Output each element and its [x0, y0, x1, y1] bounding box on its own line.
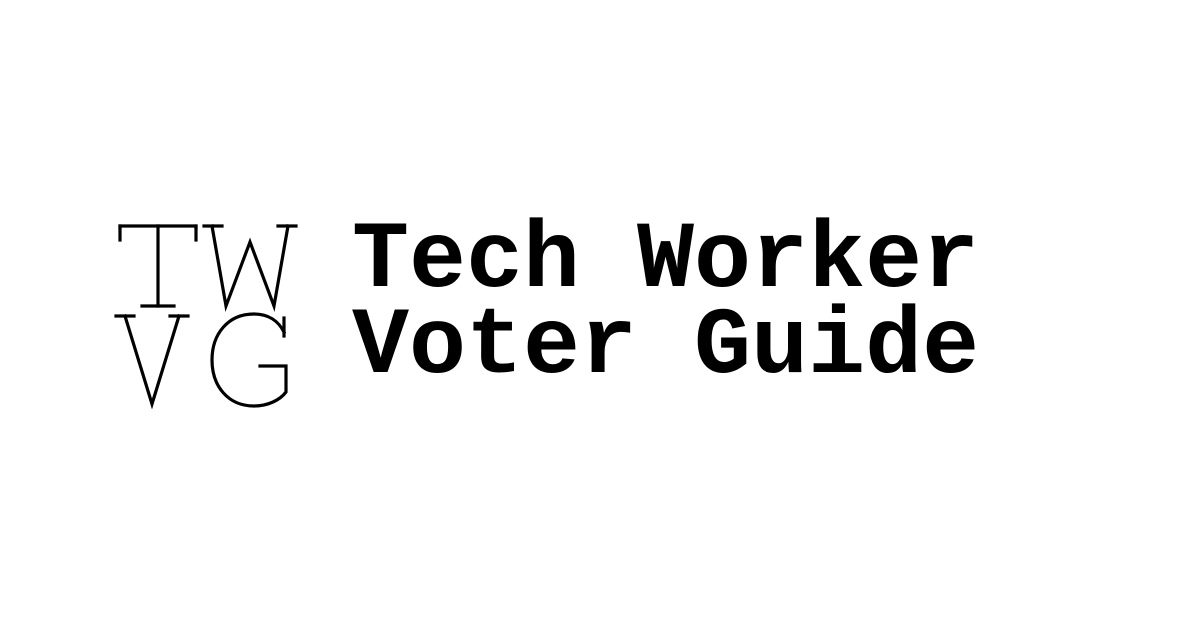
site-title: Tech Worker Voter Guide [352, 207, 1112, 401]
logo-monogram: TW VG [108, 212, 298, 412]
site-title-line-2: Voter Guide [352, 293, 980, 401]
twvg-monogram-icon [114, 224, 298, 410]
site-title-line-1: Tech Worker [352, 207, 980, 315]
